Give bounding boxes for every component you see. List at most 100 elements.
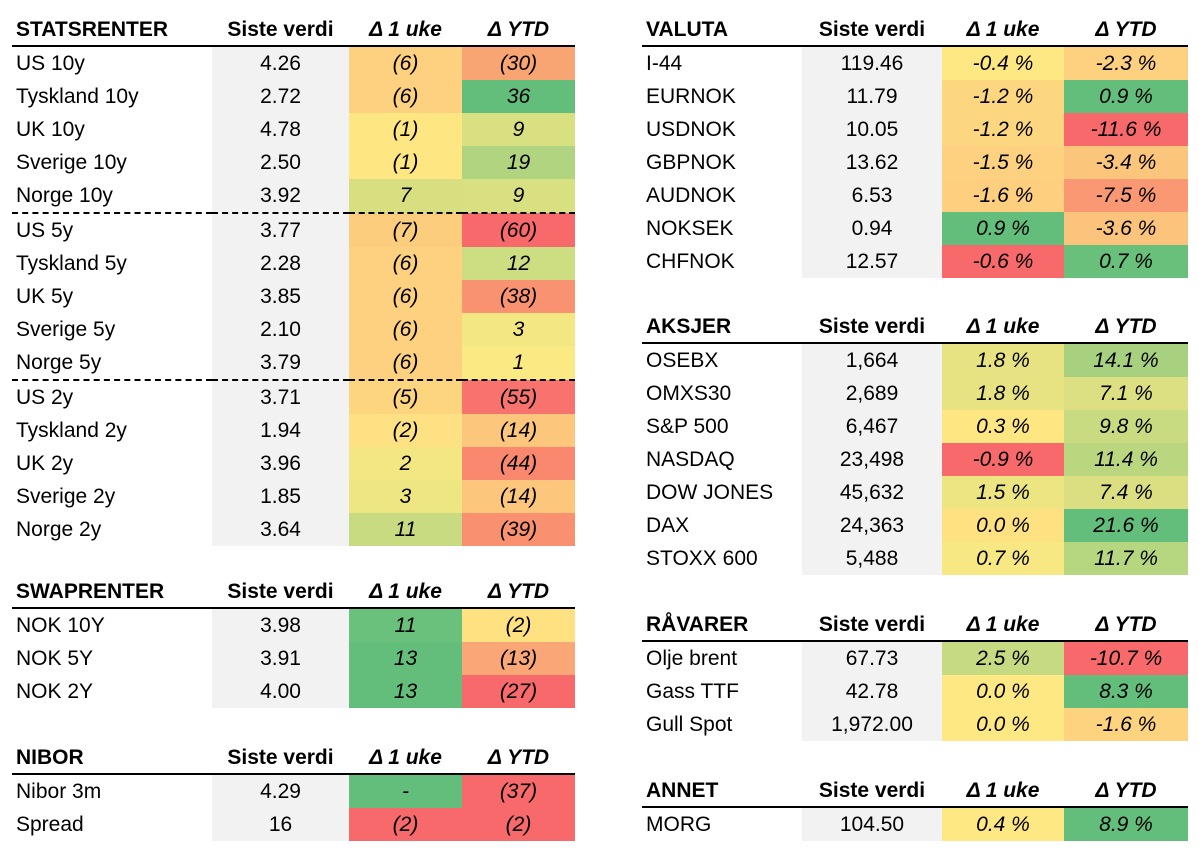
week-change-cell: 0.0 % <box>942 509 1064 542</box>
row-label: OSEBX <box>642 343 802 377</box>
last-value-cell: 24,363 <box>802 509 942 542</box>
ytd-change-cell: 14.1 % <box>1064 343 1188 377</box>
ytd-change-cell: (2) <box>462 808 575 841</box>
row-label: Norge 2y <box>12 513 212 546</box>
ytd-change-cell: 36 <box>462 80 575 113</box>
row-label: Norge 5y <box>12 346 212 381</box>
ytd-change-cell: (14) <box>462 414 575 447</box>
table-row: UK 5y 3.85 (6) (38) <box>12 280 575 313</box>
last-value-cell: 5,488 <box>802 542 942 575</box>
week-change-cell: 13 <box>349 642 462 675</box>
week-change-cell: (6) <box>349 280 462 313</box>
week-change-cell: -1.2 % <box>942 113 1064 146</box>
row-label: UK 2y <box>12 447 212 480</box>
table-row: Sverige 10y 2.50 (1) 19 <box>12 146 575 179</box>
header-ytd-change: Δ YTD <box>1064 311 1188 344</box>
ytd-change-cell: (13) <box>462 642 575 675</box>
ytd-change-cell: 7.1 % <box>1064 377 1188 410</box>
table-row: Sverige 2y 1.85 3 (14) <box>12 480 575 513</box>
table-title: VALUTA <box>642 14 802 47</box>
ytd-change-cell: 3 <box>462 313 575 346</box>
header-ytd-change: Δ YTD <box>1064 609 1188 642</box>
ytd-change-cell: -7.5 % <box>1064 179 1188 212</box>
last-value-cell: 13.62 <box>802 146 942 179</box>
ytd-change-cell: -3.4 % <box>1064 146 1188 179</box>
header-last-value: Siste verdi <box>802 311 942 344</box>
week-change-cell: (6) <box>349 247 462 280</box>
table-row: Gull Spot 1,972.00 0.0 % -1.6 % <box>642 708 1188 741</box>
week-change-cell: -1.5 % <box>942 146 1064 179</box>
table-row: Gass TTF 42.78 0.0 % 8.3 % <box>642 675 1188 708</box>
week-change-cell: (6) <box>349 80 462 113</box>
header-row: STATSRENTER Siste verdi Δ 1 uke Δ YTD <box>12 14 575 47</box>
row-label: USDNOK <box>642 113 802 146</box>
last-value-cell: 2.50 <box>212 146 349 179</box>
last-value-cell: 23,498 <box>802 443 942 476</box>
ytd-change-cell: 9 <box>462 113 575 146</box>
row-label: Sverige 5y <box>12 313 212 346</box>
table-row: DOW JONES 45,632 1.5 % 7.4 % <box>642 476 1188 509</box>
table-title: NIBOR <box>12 742 212 775</box>
week-change-cell: 0.4 % <box>942 807 1064 841</box>
last-value-cell: 4.26 <box>212 46 349 80</box>
row-label: NOK 10Y <box>12 608 212 642</box>
table-title: RÅVARER <box>642 609 802 642</box>
last-value-cell: 3.98 <box>212 608 349 642</box>
week-change-cell: 13 <box>349 675 462 708</box>
table-row: USDNOK 10.05 -1.2 % -11.6 % <box>642 113 1188 146</box>
header-ytd-change: Δ YTD <box>1064 14 1188 47</box>
header-week-change: Δ 1 uke <box>942 14 1064 47</box>
ytd-change-cell: -11.6 % <box>1064 113 1188 146</box>
last-value-cell: 2.10 <box>212 313 349 346</box>
table-row: Sverige 5y 2.10 (6) 3 <box>12 313 575 346</box>
week-change-cell: (2) <box>349 414 462 447</box>
row-label: Gass TTF <box>642 675 802 708</box>
week-change-cell: - <box>349 774 462 808</box>
table-row: OMXS30 2,689 1.8 % 7.1 % <box>642 377 1188 410</box>
table-row: Norge 10y 3.92 7 9 <box>12 179 575 214</box>
last-value-cell: 3.85 <box>212 280 349 313</box>
ytd-change-cell: (60) <box>462 213 575 247</box>
row-label: AUDNOK <box>642 179 802 212</box>
row-label: DOW JONES <box>642 476 802 509</box>
header-ytd-change: Δ YTD <box>1064 775 1188 808</box>
table-title: SWAPRENTER <box>12 576 212 609</box>
header-last-value: Siste verdi <box>212 742 349 775</box>
row-label: US 5y <box>12 213 212 247</box>
table-row: NOKSEK 0.94 0.9 % -3.6 % <box>642 212 1188 245</box>
table-row: GBPNOK 13.62 -1.5 % -3.4 % <box>642 146 1188 179</box>
week-change-cell: (6) <box>349 46 462 80</box>
ytd-change-cell: (27) <box>462 675 575 708</box>
table-title: ANNET <box>642 775 802 808</box>
row-label: CHFNOK <box>642 245 802 278</box>
header-ytd-change: Δ YTD <box>462 576 575 609</box>
last-value-cell: 10.05 <box>802 113 942 146</box>
table-row: Olje brent 67.73 2.5 % -10.7 % <box>642 641 1188 675</box>
week-change-cell: 0.9 % <box>942 212 1064 245</box>
week-change-cell: (1) <box>349 146 462 179</box>
row-label: Tyskland 5y <box>12 247 212 280</box>
table-row: Spread 16 (2) (2) <box>12 808 575 841</box>
last-value-cell: 0.94 <box>802 212 942 245</box>
ytd-change-cell: (55) <box>462 380 575 414</box>
last-value-cell: 42.78 <box>802 675 942 708</box>
table-swaprenter: SWAPRENTER Siste verdi Δ 1 uke Δ YTD NOK 10Y… <box>12 576 575 708</box>
table-row: I-44 119.46 -0.4 % -2.3 % <box>642 46 1188 80</box>
table-statsrenter: STATSRENTER Siste verdi Δ 1 uke Δ YTD US 10y… <box>12 14 575 546</box>
header-row: AKSJER Siste verdi Δ 1 uke Δ YTD <box>642 311 1188 344</box>
table-row: S&P 500 6,467 0.3 % 9.8 % <box>642 410 1188 443</box>
last-value-cell: 1.85 <box>212 480 349 513</box>
last-value-cell: 16 <box>212 808 349 841</box>
header-week-change: Δ 1 uke <box>349 742 462 775</box>
table-row: US 2y 3.71 (5) (55) <box>12 380 575 414</box>
table-row: Tyskland 2y 1.94 (2) (14) <box>12 414 575 447</box>
header-row: ANNET Siste verdi Δ 1 uke Δ YTD <box>642 775 1188 808</box>
ytd-change-cell: 21.6 % <box>1064 509 1188 542</box>
row-label: Sverige 10y <box>12 146 212 179</box>
last-value-cell: 6.53 <box>802 179 942 212</box>
week-change-cell: 11 <box>349 513 462 546</box>
week-change-cell: -1.6 % <box>942 179 1064 212</box>
table-row: Tyskland 10y 2.72 (6) 36 <box>12 80 575 113</box>
header-last-value: Siste verdi <box>802 609 942 642</box>
week-change-cell: (2) <box>349 808 462 841</box>
